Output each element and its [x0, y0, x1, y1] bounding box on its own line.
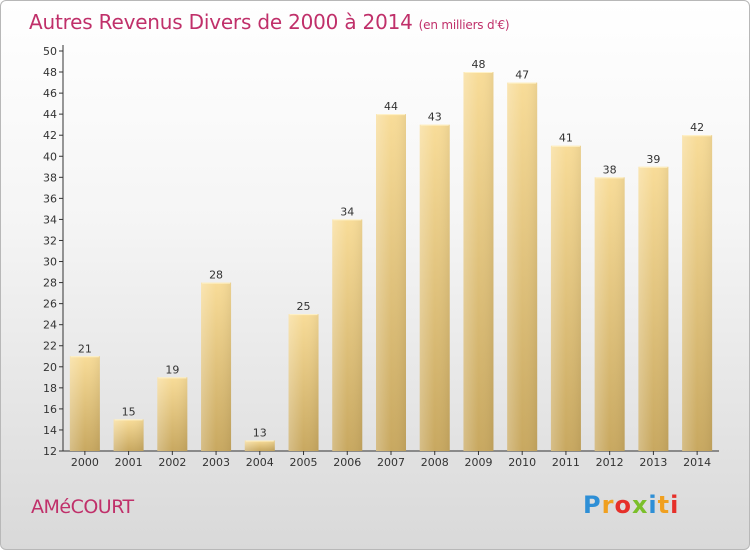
proxiti-logo: Proxiti [583, 491, 679, 519]
logo-letter: o [614, 491, 632, 519]
logo-letter: t [657, 491, 671, 519]
value-label: 21 [78, 342, 92, 355]
logo-letter: x [631, 491, 649, 519]
value-label: 13 [253, 426, 267, 439]
x-tick-label: 2008 [421, 456, 449, 469]
value-label: 25 [297, 300, 311, 313]
bar-shade [332, 219, 363, 451]
value-labels: 21 15 19 28 13 25 34 44 43 48 47 41 38 39 42 [78, 58, 704, 439]
bar-shade [113, 419, 144, 451]
y-tick-label: 50 [43, 45, 57, 58]
bar-shade [201, 282, 232, 451]
commune-name: AMéCOURT [31, 496, 134, 518]
logo-letter: r [601, 491, 615, 519]
chart-title-text: Autres Revenus Divers de 2000 à 2014 [29, 10, 413, 34]
x-tick-label: 2014 [683, 456, 711, 469]
bar-shade [594, 177, 625, 451]
value-label: 43 [428, 111, 442, 124]
x-tick-label: 2011 [552, 456, 580, 469]
bar-shade [463, 72, 494, 451]
y-tick-label: 14 [43, 424, 57, 437]
bars [69, 72, 713, 452]
value-label: 42 [690, 121, 704, 134]
chart-subtitle: (en milliers d'€) [418, 18, 510, 32]
bar-shade [69, 356, 100, 451]
logo-letter: i [670, 491, 680, 519]
bar-shade [550, 145, 581, 451]
x-tick-label: 2002 [158, 456, 186, 469]
y-tick-label: 20 [43, 361, 57, 374]
bar-shade [682, 135, 713, 452]
y-tick-label: 18 [43, 382, 57, 395]
value-label: 48 [471, 58, 485, 71]
x-tick-label: 2003 [202, 456, 230, 469]
x-tick-label: 2006 [333, 456, 361, 469]
y-tick-label: 16 [43, 403, 57, 416]
bar-shade [288, 314, 319, 451]
y-tick-label: 46 [43, 87, 57, 100]
y-tick-label: 22 [43, 340, 57, 353]
x-tick-label: 2009 [464, 456, 492, 469]
value-label: 44 [384, 100, 398, 113]
y-tick-label: 44 [43, 108, 57, 121]
y-tick-label: 34 [43, 213, 57, 226]
x-tick-label: 2012 [596, 456, 624, 469]
y-tick-label: 48 [43, 66, 57, 79]
bar-shade [507, 82, 538, 451]
value-label: 41 [559, 132, 573, 145]
y-tick-label: 12 [43, 445, 57, 458]
chart-title: Autres Revenus Divers de 2000 à 2014 (en … [29, 10, 510, 34]
logo-letter: i [648, 491, 658, 519]
y-tick-label: 40 [43, 150, 57, 163]
value-label: 39 [646, 153, 660, 166]
value-label: 19 [165, 363, 179, 376]
y-tick-label: 36 [43, 192, 57, 205]
y-tick-label: 24 [43, 319, 57, 332]
y-tick-label: 38 [43, 171, 57, 184]
bar-shade [638, 166, 669, 451]
y-tick-label: 28 [43, 277, 57, 290]
x-tick-label: 2007 [377, 456, 405, 469]
value-label: 47 [515, 69, 529, 82]
value-label: 28 [209, 269, 223, 282]
bar-shade [157, 377, 188, 451]
value-label: 15 [122, 405, 136, 418]
y-tick-label: 42 [43, 129, 57, 142]
x-tick-label: 2004 [246, 456, 274, 469]
x-tick-label: 2000 [71, 456, 99, 469]
value-label: 38 [603, 163, 617, 176]
x-tick-label: 2013 [639, 456, 667, 469]
value-label: 34 [340, 205, 354, 218]
y-tick-label: 30 [43, 256, 57, 269]
bar-shade [244, 440, 275, 451]
axes: 12 14 16 18 20 22 24 26 28 30 32 34 36 38 40 42 44 46 48 50… [43, 45, 719, 469]
bar-shade [376, 114, 406, 451]
bar-shade [419, 124, 450, 452]
y-tick-label: 26 [43, 298, 57, 311]
y-tick-label: 32 [43, 234, 57, 247]
x-tick-label: 2005 [290, 456, 318, 469]
x-tick-label: 2010 [508, 456, 536, 469]
x-tick-label: 2001 [115, 456, 143, 469]
logo-letter: P [583, 491, 602, 519]
